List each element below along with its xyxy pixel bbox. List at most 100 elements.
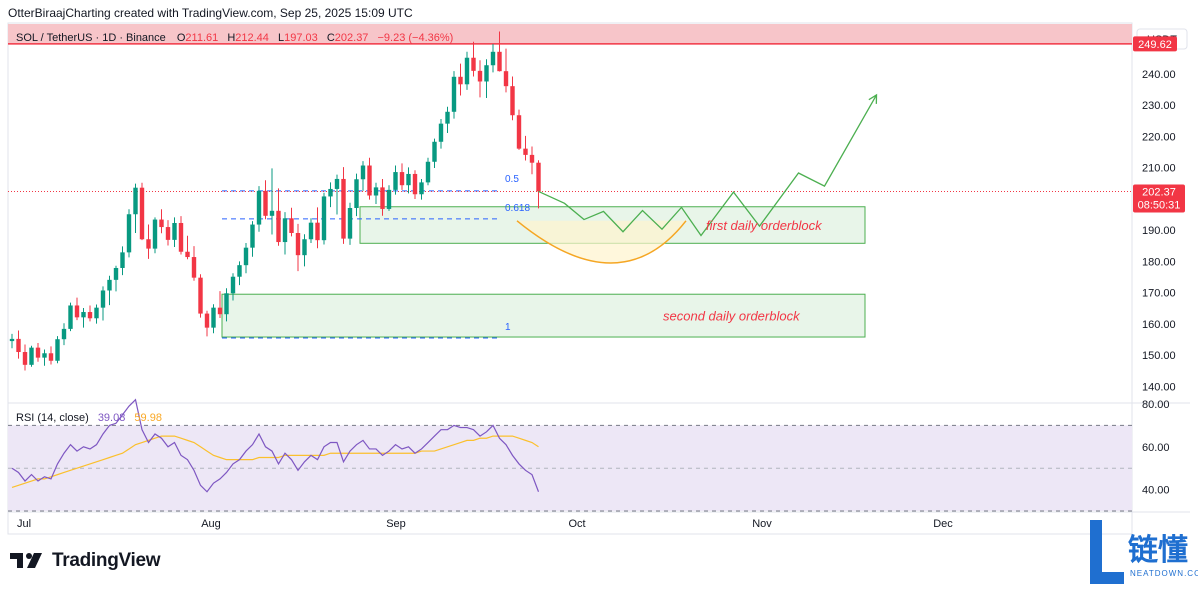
rsi-line[interactable] [11, 398, 540, 493]
candle-body[interactable] [432, 141, 437, 162]
candle-body[interactable] [399, 172, 405, 186]
candle-body[interactable] [386, 189, 392, 209]
tradingview-logo[interactable]: TradingView [10, 550, 161, 572]
candle-body[interactable] [373, 187, 379, 196]
candle-body[interactable] [68, 305, 73, 329]
candle-body[interactable] [230, 276, 236, 294]
candle-body[interactable] [523, 148, 528, 155]
candle-body[interactable] [217, 307, 223, 315]
candle-body[interactable] [302, 239, 307, 256]
candle-body[interactable] [295, 232, 301, 256]
second-orderblock[interactable] [221, 293, 866, 338]
candle-body[interactable] [211, 307, 216, 328]
candle-body[interactable] [178, 222, 184, 252]
candle-body[interactable] [315, 222, 320, 241]
candle-body[interactable] [471, 57, 476, 71]
candle-body[interactable] [490, 51, 496, 66]
candle-body[interactable] [464, 57, 470, 85]
candle-body[interactable] [282, 218, 288, 243]
candle-body[interactable] [438, 123, 444, 142]
candle-body[interactable] [425, 161, 431, 183]
candle-body[interactable] [100, 290, 106, 308]
candle-body[interactable] [42, 353, 47, 358]
candle-body[interactable] [29, 347, 34, 365]
candle-body[interactable] [48, 353, 54, 361]
candle-body[interactable] [113, 267, 119, 280]
candle-body[interactable] [107, 279, 112, 291]
candle-body[interactable] [263, 190, 268, 216]
candle-body[interactable] [74, 305, 80, 318]
candle-body[interactable] [22, 352, 28, 365]
candle-body[interactable] [516, 115, 522, 149]
candle-body[interactable] [61, 328, 67, 340]
candle-body[interactable] [152, 219, 158, 249]
candle-body[interactable] [341, 178, 346, 239]
candle-body[interactable] [529, 154, 535, 163]
candle-body[interactable] [256, 190, 262, 225]
candle-body[interactable] [406, 173, 411, 186]
candle-body[interactable] [360, 165, 366, 180]
candlestick-series[interactable] [9, 31, 541, 371]
candle-body[interactable] [477, 70, 483, 82]
price-tick: 150.00 [1142, 350, 1176, 362]
candle-body[interactable] [419, 182, 424, 195]
candle-body[interactable] [276, 210, 281, 243]
candle-body[interactable] [133, 187, 138, 215]
candle-body[interactable] [347, 208, 353, 239]
candle-body[interactable] [185, 251, 190, 258]
candle-body[interactable] [55, 339, 60, 361]
chart-canvas[interactable]: SOL / TetherUS · 1D · Binance O211.61 H2… [0, 0, 1200, 545]
candle-body[interactable] [243, 247, 249, 266]
candle-body[interactable] [81, 312, 86, 318]
candle-body[interactable] [146, 239, 151, 249]
rsi-tick: 80.00 [1142, 399, 1170, 411]
fib-retracement[interactable] [222, 190, 500, 339]
candle-body[interactable] [510, 86, 515, 116]
candle-body[interactable] [224, 293, 229, 315]
neatdown-logo-icon: 链懂 NEATDOWN.COM [1090, 520, 1200, 584]
candle-body[interactable] [328, 188, 333, 197]
candle-body[interactable] [87, 312, 93, 319]
legend-low: 197.03 [284, 32, 318, 44]
candle-body[interactable] [139, 187, 145, 240]
price-tick: 160.00 [1142, 319, 1176, 331]
candle-body[interactable] [367, 165, 372, 196]
candle-body[interactable] [334, 178, 340, 189]
watermark-en: NEATDOWN.COM [1130, 569, 1198, 578]
candle-body[interactable] [172, 222, 177, 240]
candle-body[interactable] [412, 173, 418, 195]
candle-body[interactable] [393, 172, 398, 190]
candle-body[interactable] [159, 219, 164, 228]
rsi-axis[interactable]: 40.00 60.00 80.00 [1142, 399, 1170, 497]
candle-body[interactable] [497, 51, 502, 72]
candle-body[interactable] [458, 76, 463, 85]
countdown-text: 08:50:31 [1138, 200, 1181, 212]
candle-body[interactable] [269, 210, 275, 216]
candle-body[interactable] [126, 214, 132, 253]
candle-body[interactable] [380, 187, 385, 209]
candle-body[interactable] [191, 257, 197, 278]
candle-body[interactable] [120, 252, 125, 268]
candle-body[interactable] [308, 222, 314, 240]
candle-body[interactable] [536, 162, 541, 192]
rsi-legend-ma: 59.98 [134, 412, 162, 424]
candle-body[interactable] [9, 338, 15, 342]
candle-body[interactable] [503, 71, 509, 87]
candle-body[interactable] [16, 338, 21, 353]
candle-body[interactable] [165, 227, 171, 240]
candle-body[interactable] [289, 218, 294, 233]
candle-body[interactable] [35, 347, 41, 358]
time-axis[interactable]: Jul Aug Sep Oct Nov Dec [17, 518, 953, 530]
candle-body[interactable] [204, 313, 210, 328]
candle-body[interactable] [484, 65, 489, 82]
candle-body[interactable] [94, 307, 99, 319]
price-axis[interactable]: 140.00150.00160.00170.00180.00190.00200.… [1142, 69, 1176, 393]
candle-body[interactable] [354, 179, 359, 209]
candle-body[interactable] [250, 224, 255, 248]
projection-path[interactable] [538, 94, 878, 237]
candle-body[interactable] [451, 76, 457, 112]
candle-body[interactable] [445, 111, 450, 124]
candle-body[interactable] [237, 265, 242, 277]
candle-body[interactable] [198, 277, 203, 314]
candle-body[interactable] [321, 196, 327, 241]
